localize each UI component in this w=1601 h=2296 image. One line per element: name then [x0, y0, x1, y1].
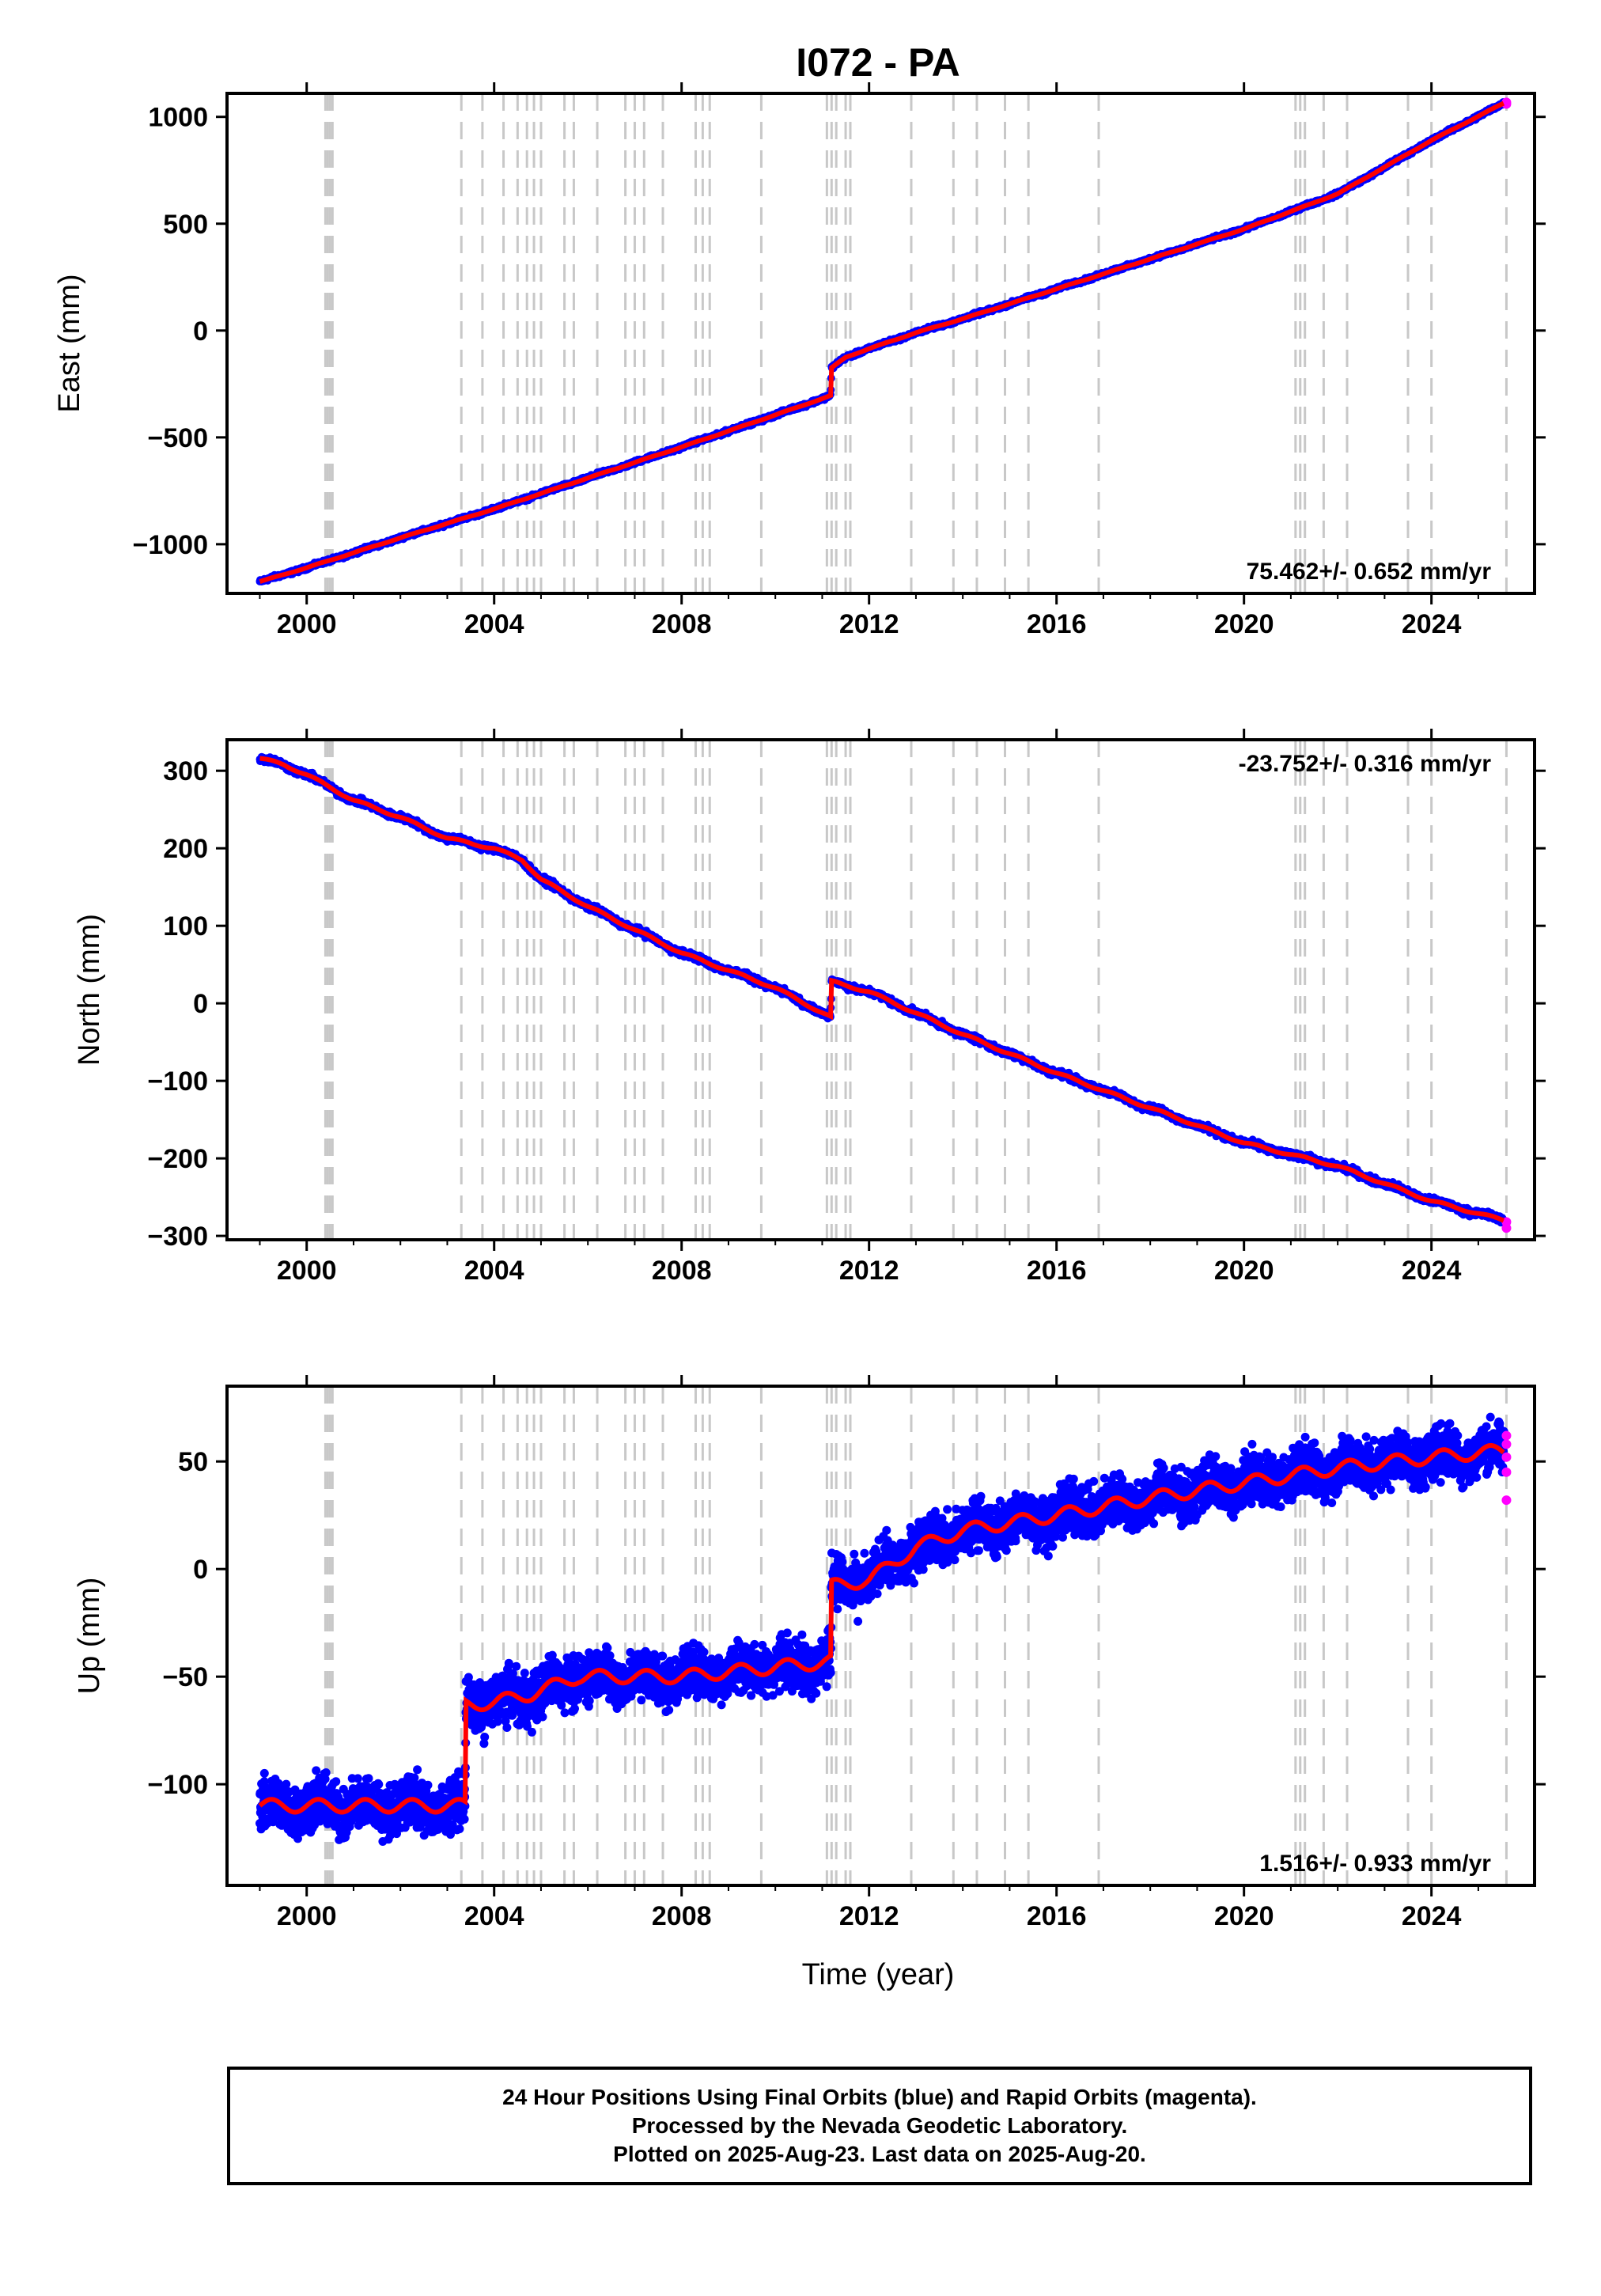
- x-tick-label: 2016: [1027, 609, 1087, 639]
- y-tick-label: 1000: [148, 103, 208, 133]
- y-tick-label: −500: [147, 423, 208, 453]
- y-tick-label: −1000: [133, 530, 209, 560]
- x-tick-label: 2012: [839, 609, 899, 639]
- chart-title: I072 - PA: [796, 40, 960, 85]
- x-tick-label: 2024: [1402, 609, 1462, 639]
- rate-annotation: 75.462+/- 0.652 mm/yr: [1247, 559, 1492, 585]
- y-axis-label: East (mm): [53, 274, 86, 412]
- panel-north: 2000 2004 2008 2012 2016 2020 2024−300−200−100…: [73, 729, 1546, 1286]
- y-tick-label: 0: [193, 316, 208, 347]
- y-tick-label: 500: [163, 210, 208, 240]
- x-tick-label: 2004: [464, 609, 524, 639]
- x-tick-label: 2008: [652, 609, 712, 639]
- panel-east: 2000 2004 2008 2012 2016 2020 2024 −1000 −500 0 50…: [53, 82, 1546, 639]
- x-tick-label: 2020: [1214, 609, 1274, 639]
- x-tick-label: 2000: [277, 609, 337, 639]
- model-line: [259, 100, 1505, 584]
- final-orbit-points: [255, 752, 1508, 1227]
